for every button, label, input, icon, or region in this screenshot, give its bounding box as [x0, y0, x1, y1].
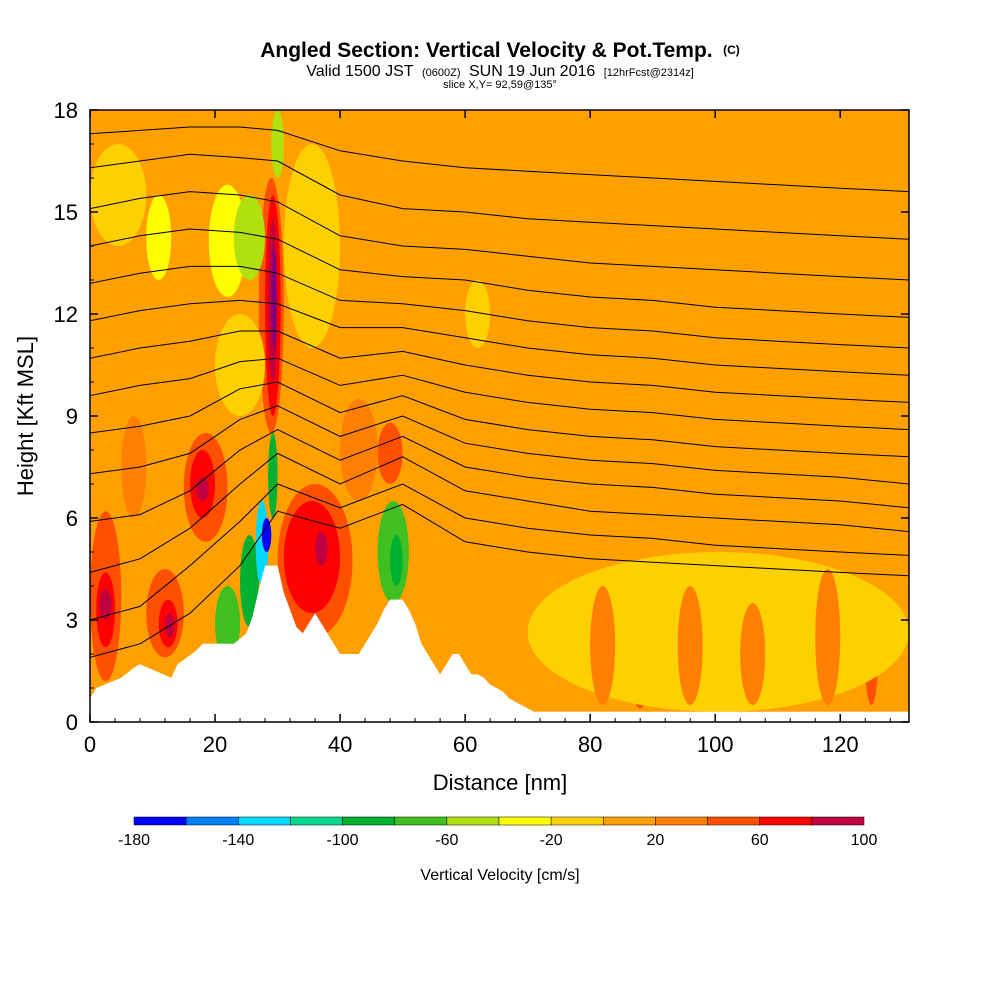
isentrope-line: [90, 503, 909, 658]
isentrope-contours: [90, 126, 909, 658]
isentrope-line: [90, 452, 909, 573]
isentrope-line: [90, 126, 909, 193]
velocity-cell: [271, 246, 277, 348]
colorbar-title: Vertical Velocity [cm/s]: [420, 867, 579, 884]
colorbar-tick-label: -140: [222, 832, 254, 849]
slice-info: slice X,Y= 92,59@135°: [443, 79, 557, 91]
velocity-cell: [677, 586, 703, 705]
colorbar-swatch: [185, 816, 239, 826]
colorbar-tick-label: 60: [751, 832, 769, 849]
chart-title-block: Angled Section: Vertical Velocity & Pot.…: [260, 39, 740, 91]
isentrope-line: [90, 153, 909, 240]
isentrope-line: [90, 228, 909, 318]
isentrope-line: [90, 429, 909, 522]
velocity-cell: [390, 535, 403, 586]
y-tick-label: 3: [66, 608, 78, 633]
x-axis: 0 20 40 60 80 100 120: [84, 110, 891, 757]
colorbar-swatch: [342, 816, 395, 826]
colorbar-tick-label: 100: [851, 832, 878, 849]
velocity-cell: [271, 110, 284, 178]
colorbar-swatch: [238, 816, 291, 826]
terrain: [90, 565, 909, 722]
y-tick-label: 15: [54, 200, 78, 225]
forecast-info: [12hrFcst@2314z]: [604, 67, 694, 79]
velocity-cell: [740, 603, 766, 705]
chart-title-units: (C): [723, 43, 740, 57]
velocity-cell: [215, 314, 266, 416]
velocity-cell: [465, 280, 491, 348]
velocity-cell: [90, 144, 147, 246]
isentrope-line: [90, 299, 909, 376]
velocity-field: [90, 110, 909, 712]
x-axis-title: Distance [nm]: [433, 770, 568, 795]
colorbar-tick-label: -180: [118, 832, 150, 849]
velocity-cell: [283, 144, 341, 348]
colorbar-swatch: [446, 816, 500, 826]
y-tick-label: 12: [54, 302, 78, 327]
x-tick-label: 40: [328, 732, 352, 757]
y-axis-title: Height [Kft MSL]: [13, 336, 38, 496]
y-axis: 0 3 6 9 12 15 18: [54, 98, 909, 735]
x-tick-label: 120: [822, 732, 859, 757]
isentrope-line: [90, 483, 909, 621]
velocity-cell: [283, 500, 341, 614]
valid-date: SUN 19 Jun 2016: [469, 63, 595, 80]
velocity-cell: [377, 422, 403, 484]
colorbar-swatch: [603, 816, 656, 826]
x-tick-label: 80: [578, 732, 602, 757]
isentrope-line: [90, 265, 909, 349]
plot-area: [90, 110, 909, 722]
velocity-cell: [261, 518, 272, 552]
colorbar-swatch: [290, 816, 343, 826]
colorbar-tick-label: -100: [327, 832, 359, 849]
velocity-cell: [268, 433, 278, 518]
chart-title: Angled Section: Vertical Velocity & Pot.…: [260, 39, 712, 62]
velocity-cell: [815, 569, 841, 705]
velocity-cell: [315, 531, 328, 566]
velocity-cell: [215, 586, 241, 661]
colorbar-swatch: [811, 816, 865, 826]
colorbar-tick-label: -20: [540, 832, 563, 849]
velocity-cell: [340, 399, 378, 501]
velocity-cell: [527, 552, 909, 712]
colorbar-swatch: [759, 816, 813, 826]
colorbar-swatch: [655, 816, 708, 826]
colorbar-swatch: [394, 816, 448, 826]
y-tick-label: 9: [66, 404, 78, 429]
isentrope-line: [90, 357, 909, 431]
colorbar-swatch: [550, 816, 604, 826]
valid-zulu: (0600Z): [422, 67, 461, 79]
colorbar-swatch: [133, 816, 187, 826]
velocity-cell: [146, 195, 172, 280]
x-tick-label: 0: [84, 732, 96, 757]
y-tick-label: 18: [54, 98, 78, 123]
isentrope-line: [90, 191, 909, 281]
x-tick-label: 60: [453, 732, 477, 757]
velocity-cell: [590, 586, 616, 705]
colorbar-tick-label: -60: [435, 832, 458, 849]
x-tick-label: 20: [203, 732, 227, 757]
y-tick-label: 0: [66, 710, 78, 735]
x-tick-label: 100: [697, 732, 734, 757]
isentrope-line: [90, 381, 909, 458]
y-tick-label: 6: [66, 506, 78, 531]
isentrope-line: [90, 405, 909, 485]
velocity-cell: [99, 589, 112, 620]
colorbar-ticks: -180 -140 -100 -60 -20 20 60 100: [118, 832, 877, 849]
valid-time: Valid 1500 JST: [306, 63, 414, 80]
svg-text:Valid 1500 JST (0600Z): Valid 1500 JST (0600Z) SUN 19 Jun 2016 […: [306, 63, 694, 80]
colorbar: [133, 816, 865, 826]
isentrope-line: [90, 330, 909, 403]
colorbar-tick-label: 20: [647, 832, 665, 849]
svg-text:Angled Section: Vertical Veloc: Angled Section: Vertical Velocity & Pot.…: [260, 39, 740, 62]
colorbar-swatch: [498, 816, 552, 826]
velocity-cell: [233, 195, 266, 280]
velocity-cell: [121, 416, 147, 518]
colorbar-swatch: [707, 816, 760, 826]
